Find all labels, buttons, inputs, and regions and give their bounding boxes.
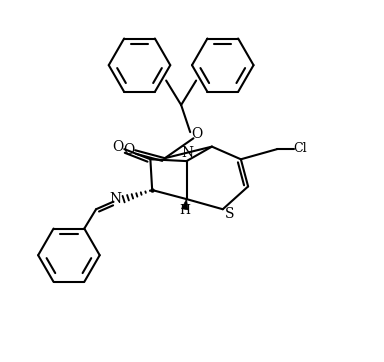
Text: O: O — [112, 140, 123, 154]
Text: N: N — [109, 193, 121, 206]
Text: O: O — [191, 127, 202, 141]
Polygon shape — [182, 199, 188, 210]
Text: H: H — [179, 204, 190, 217]
Text: N: N — [181, 146, 194, 160]
Text: Cl: Cl — [293, 142, 307, 155]
Text: O: O — [123, 143, 134, 157]
Text: S: S — [225, 207, 235, 220]
